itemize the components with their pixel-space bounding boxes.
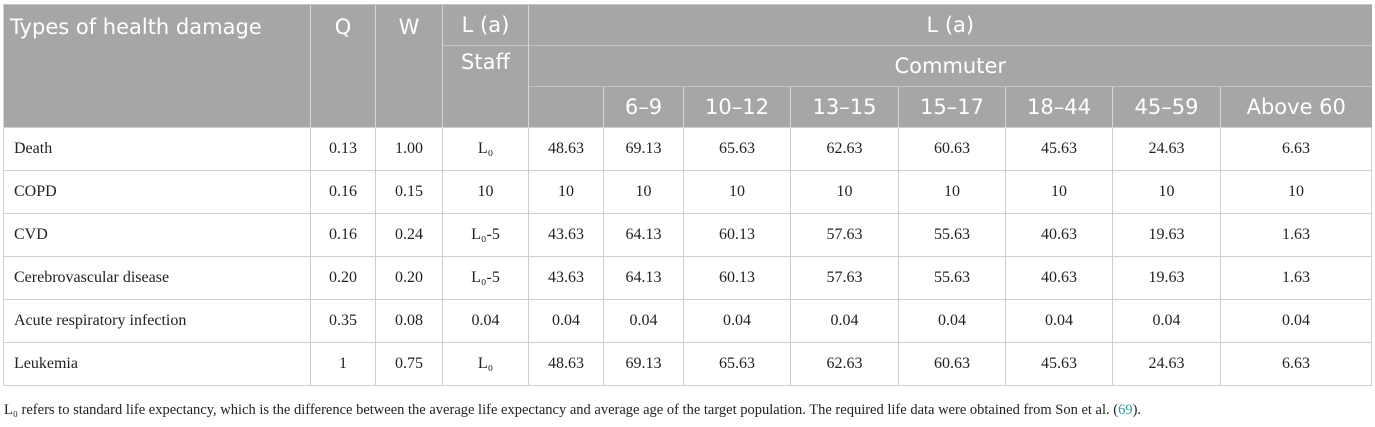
header-cell: L (a) [442,4,529,46]
table-cell: 10 [683,170,791,214]
table-cell: Leukemia [3,342,311,386]
health-table: Types of health damage Q W L (a) L (a) S… [3,4,1373,386]
table-cell: 0.04 [790,299,899,343]
table-row: CVD 0.16 0.24 L₀-5 43.63 64.13 60.13 57.63 55.63… [3,213,1373,257]
table-cell: 1.00 [375,127,443,171]
table-cell: 0.08 [375,299,443,343]
table-cell: 64.13 [603,213,684,257]
table-cell: 40.63 [1005,213,1113,257]
table-row: Cerebrovascular disease 0.20 0.20 L₀-5 43.63… [3,256,1373,300]
table-cell: 65.63 [683,342,791,386]
table-cell: 10 [603,170,684,214]
table-cell: 0.20 [310,256,376,300]
table-cell: 10 [528,170,604,214]
header-cell: Types of health damage [3,4,311,128]
table-cell: 43.63 [528,213,604,257]
table-cell: 62.63 [790,127,899,171]
table-row: Acute respiratory infection 0.35 0.08 0.04 0… [3,299,1373,343]
table-cell: 57.63 [790,256,899,300]
table-cell: L₀-5 [442,213,529,257]
table-cell: 10 [898,170,1006,214]
table-cell: 0.35 [310,299,376,343]
header-cell: Q [310,4,376,128]
table-cell: 69.13 [603,342,684,386]
table-cell: 6.63 [1219,342,1373,386]
table-cell: 0.75 [375,342,443,386]
header-cell [528,86,604,128]
table-cell: 0.16 [310,213,376,257]
table-cell: 64.13 [603,256,684,300]
table-cell: 55.63 [898,256,1006,300]
table-cell: 48.63 [528,127,604,171]
table-row: Leukemia 1 0.75 L₀ 48.63 69.13 65.63 62.63 60.63… [3,342,1373,386]
table-cell: 0.13 [310,127,376,171]
reference-link[interactable]: 69 [1118,402,1133,418]
table-cell: 65.63 [683,127,791,171]
table-cell: 10 [1219,170,1373,214]
table-cell: 10 [1112,170,1221,214]
table-cell: 57.63 [790,213,899,257]
table-cell: 1.63 [1219,256,1373,300]
table-cell: 24.63 [1112,127,1221,171]
table-cell: 55.63 [898,213,1006,257]
table-cell: 43.63 [528,256,604,300]
table-cell: 60.63 [898,127,1006,171]
footnote: L₀ refers to standard life expectancy, w… [4,402,1141,419]
table-cell: 0.04 [1005,299,1113,343]
table-cell: 10 [1005,170,1113,214]
table-cell: L₀-5 [442,256,529,300]
table-cell: 0.16 [310,170,376,214]
table-cell: L₀ [442,127,529,171]
footnote-text: ). [1132,402,1142,418]
table-cell: 1 [310,342,376,386]
header-cell: 45–59 [1112,86,1221,128]
footnote-text: L₀ refers to standard life expectancy, w… [4,402,1119,418]
table-cell: 0.04 [1219,299,1373,343]
table-cell: 45.63 [1005,127,1113,171]
table-cell: 0.04 [442,299,529,343]
table-cell: L₀ [442,342,529,386]
table-cell: 0.04 [528,299,604,343]
header-cell: 13–15 [790,86,899,128]
header-cell: W [375,4,443,128]
table-cell: 60.13 [683,256,791,300]
table-cell: 1.63 [1219,213,1373,257]
table-cell: Death [3,127,311,171]
table-cell: 10 [442,170,529,214]
table-cell: 19.63 [1112,213,1221,257]
table-cell: 0.04 [683,299,791,343]
table-cell: 62.63 [790,342,899,386]
table-cell: 40.63 [1005,256,1113,300]
table-cell: 0.24 [375,213,443,257]
header-cell: Above 60 [1219,86,1372,128]
table-cell: 24.63 [1112,342,1221,386]
table-row: Death 0.13 1.00 L₀ 48.63 69.13 65.63 62.63 60.63… [3,127,1373,171]
table-cell: 45.63 [1005,342,1113,386]
table-cell: 0.20 [375,256,443,300]
table-cell: 19.63 [1112,256,1221,300]
table-cell: COPD [3,170,311,214]
header-cell: 10–12 [683,86,791,128]
table-cell: 60.13 [683,213,791,257]
table-cell: 48.63 [528,342,604,386]
table-cell: Cerebrovascular disease [3,256,311,300]
table-cell: 0.04 [603,299,684,343]
header-cell: Staff [442,45,529,128]
header-cell: 15–17 [898,86,1006,128]
header-cell: Commuter [527,45,1372,87]
table-cell: 0.04 [898,299,1006,343]
table-cell: 6.63 [1219,127,1373,171]
header-cell: 6–9 [603,86,684,128]
table-cell: 60.63 [898,342,1006,386]
table-cell: Acute respiratory infection [3,299,311,343]
table-cell: 69.13 [603,127,684,171]
header-cell: L (a) [527,4,1372,46]
table-cell: 10 [790,170,899,214]
table-row: COPD 0.16 0.15 10 10 10 10 10 10 10 10 10 [3,170,1373,214]
header-cell: 18–44 [1005,86,1113,128]
table-cell: CVD [3,213,311,257]
table-cell: 0.15 [375,170,443,214]
table-cell: 0.04 [1112,299,1221,343]
